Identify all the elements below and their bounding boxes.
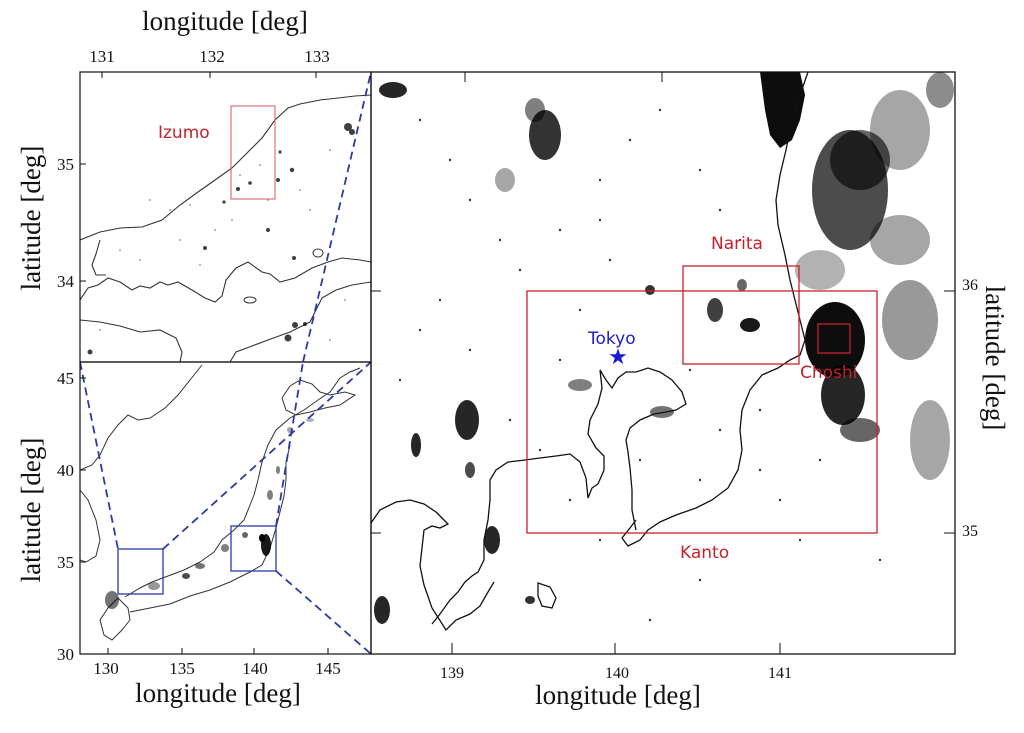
density-sparse xyxy=(398,108,882,622)
choshi-region-box xyxy=(817,323,851,354)
kanto-label: Kanto xyxy=(680,543,729,563)
coastline-izu xyxy=(371,499,495,632)
coastline xyxy=(80,257,371,303)
tick-label: 35 xyxy=(962,523,978,540)
tick-label: 131 xyxy=(89,47,115,66)
coastline-japan xyxy=(124,367,361,598)
bottom-left-ylabel: latitude [deg] xyxy=(16,438,46,583)
tick-label: 135 xyxy=(169,659,195,678)
top-left-x-ticks: 131 132 133 xyxy=(89,47,330,78)
inset-box-west xyxy=(117,548,164,595)
tick-label: 130 xyxy=(93,659,119,678)
bottom-left-frame xyxy=(79,361,372,655)
top-left-frame xyxy=(79,71,372,363)
tick-label: 132 xyxy=(199,47,225,66)
bottom-left-x-ticks: 130 135 140 145 xyxy=(93,648,341,678)
coastline-hokkaido xyxy=(281,379,357,416)
bottom-left-y-ticks: 45 40 35 30 xyxy=(57,369,86,664)
tick-label: 141 xyxy=(768,665,792,682)
tick-label: 35 xyxy=(57,553,74,572)
tick-label: 140 xyxy=(605,665,629,682)
tokyo-label: Tokyo xyxy=(587,329,636,349)
inset-box-kanto xyxy=(230,525,277,572)
izumo-region-box xyxy=(230,105,276,200)
top-left-ylabel: latitude [deg] xyxy=(16,146,46,291)
tick-label: 40 xyxy=(57,461,74,480)
tick-label: 145 xyxy=(315,659,341,678)
narita-label: Narita xyxy=(711,234,763,254)
coastline xyxy=(91,239,106,276)
density-japan xyxy=(105,418,314,609)
right-panel: ★ Tokyo Narita Choshi Kanto 139 140 141 … xyxy=(370,71,1010,710)
coastline xyxy=(80,489,101,563)
tick-label: 139 xyxy=(440,665,464,682)
tick-label: 140 xyxy=(242,659,268,678)
zoom-lines-top xyxy=(302,72,371,362)
coastline-japan xyxy=(129,444,291,613)
tokyo-star-icon: ★ xyxy=(608,345,628,370)
coastline xyxy=(621,72,809,547)
tick-label: 35 xyxy=(57,155,74,174)
coastline-kyushu xyxy=(99,597,131,641)
bottom-left-panel: 130 135 140 145 45 40 35 30 latitude [de… xyxy=(16,361,372,708)
tick-label: 133 xyxy=(304,47,330,66)
right-x-ticks: 139 140 141 xyxy=(440,72,792,682)
density-speckle-light xyxy=(99,149,346,341)
coastline xyxy=(80,319,183,362)
tick-label: 45 xyxy=(57,369,74,388)
right-ylabel: latitude [deg] xyxy=(980,286,1010,431)
density-speckle xyxy=(87,123,355,355)
tick-label: 34 xyxy=(57,272,75,291)
coastline xyxy=(80,94,371,241)
right-xlabel: longitude [deg] xyxy=(535,680,701,710)
coastline-tokyo-bay xyxy=(599,367,687,531)
right-frame xyxy=(370,71,956,655)
right-y-ticks: 36 35 xyxy=(371,277,978,540)
top-left-panel: longitude [deg] 131 132 133 35 34 latitu… xyxy=(16,6,372,363)
narita-region-box xyxy=(682,265,800,365)
tick-label: 36 xyxy=(962,277,978,294)
tick-label: 30 xyxy=(57,645,74,664)
izumo-label: Izumo xyxy=(158,123,210,143)
kanto-region-box xyxy=(526,290,878,534)
choshi-label: Choshi xyxy=(800,363,857,383)
coastline-miura xyxy=(431,369,605,625)
coastline-islet xyxy=(537,582,557,609)
density-dense xyxy=(374,72,954,624)
top-left-xlabel: longitude [deg] xyxy=(142,6,308,36)
coastline xyxy=(229,281,371,362)
bottom-left-xlabel: longitude [deg] xyxy=(135,678,301,708)
top-left-y-ticks: 35 34 xyxy=(57,155,86,291)
